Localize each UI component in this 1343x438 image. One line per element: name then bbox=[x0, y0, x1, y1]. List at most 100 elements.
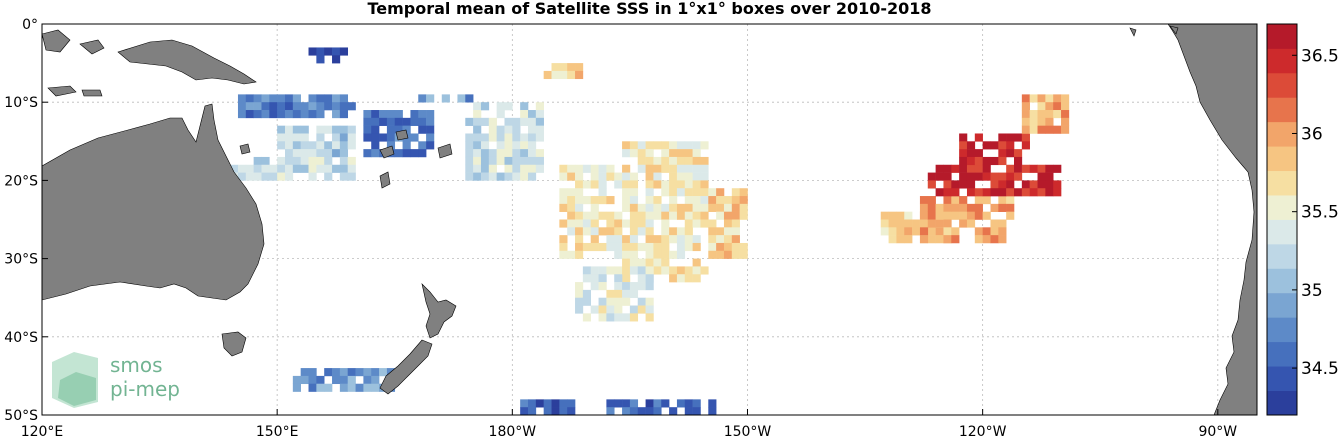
sss-cell bbox=[300, 156, 309, 166]
sss-cell bbox=[661, 266, 670, 275]
sss-cell bbox=[669, 164, 678, 173]
sss-cell bbox=[339, 156, 349, 166]
sss-cell bbox=[575, 219, 584, 228]
sss-cell bbox=[606, 164, 615, 173]
sss-cell bbox=[292, 133, 301, 142]
sss-cell bbox=[465, 156, 474, 166]
sss-cell bbox=[480, 156, 490, 166]
sss-cell bbox=[959, 219, 968, 228]
sss-cell bbox=[700, 266, 709, 275]
sss-cell bbox=[551, 70, 560, 80]
sss-cell bbox=[496, 110, 505, 119]
sss-cell bbox=[739, 196, 748, 205]
sss-cell bbox=[716, 242, 725, 252]
sss-cell bbox=[512, 156, 521, 166]
sss-cell bbox=[684, 164, 693, 173]
sss-cell bbox=[598, 180, 607, 189]
sss-cell bbox=[1006, 164, 1015, 173]
sss-cell bbox=[622, 188, 631, 197]
sss-cell bbox=[629, 149, 639, 158]
sss-cell bbox=[943, 227, 952, 236]
plot-frame bbox=[41, 23, 1258, 416]
sss-cell bbox=[496, 102, 505, 111]
sss-cell bbox=[974, 196, 983, 205]
sss-cell bbox=[496, 156, 505, 166]
sss-cell bbox=[943, 164, 952, 173]
sss-cell bbox=[292, 164, 301, 173]
sss-cell bbox=[316, 149, 325, 158]
sss-cell bbox=[598, 282, 607, 291]
sss-cell bbox=[622, 407, 631, 415]
sss-cell bbox=[661, 250, 670, 259]
sss-cell bbox=[700, 164, 709, 173]
sss-cell bbox=[1053, 125, 1062, 134]
sss-cell bbox=[473, 117, 482, 126]
sss-cell bbox=[1061, 117, 1070, 126]
sss-cell bbox=[1061, 125, 1070, 134]
sss-cell bbox=[567, 70, 576, 80]
y-tick-label: 50°S bbox=[4, 408, 38, 424]
sss-cell bbox=[575, 250, 584, 259]
sss-cell bbox=[1021, 102, 1030, 111]
sss-cell bbox=[488, 117, 497, 126]
sss-cell bbox=[1014, 164, 1023, 173]
sss-cell bbox=[308, 141, 317, 150]
sss-cell bbox=[559, 219, 568, 228]
sss-cell bbox=[1061, 102, 1070, 111]
sss-cell bbox=[520, 133, 529, 142]
sss-cell bbox=[230, 164, 239, 173]
sss-cell bbox=[1045, 172, 1054, 181]
sss-cell bbox=[324, 94, 333, 103]
sss-cell bbox=[684, 188, 693, 197]
sss-cell bbox=[488, 164, 497, 173]
sss-cell bbox=[896, 227, 905, 236]
sss-cell bbox=[480, 141, 490, 150]
sss-cell bbox=[676, 203, 686, 212]
sss-cell bbox=[512, 141, 521, 150]
sss-cell bbox=[402, 125, 411, 134]
sss-cell bbox=[504, 117, 513, 126]
sss-cell bbox=[308, 375, 317, 385]
sss-cell bbox=[998, 172, 1007, 181]
sss-cell bbox=[614, 297, 623, 306]
sss-cell bbox=[465, 172, 474, 181]
sss-cell bbox=[394, 110, 403, 119]
sss-cell bbox=[285, 164, 294, 173]
sss-cell bbox=[966, 141, 976, 150]
sss-cell bbox=[567, 250, 576, 259]
x-tick-label: 150°W bbox=[724, 424, 772, 438]
sss-cell bbox=[927, 180, 936, 189]
sss-cell bbox=[575, 305, 584, 314]
sss-cell bbox=[371, 149, 380, 158]
sss-cell bbox=[480, 117, 490, 126]
sss-cell bbox=[645, 196, 654, 205]
sss-cell bbox=[676, 180, 686, 189]
sss-cell bbox=[261, 102, 270, 111]
sss-cell bbox=[684, 211, 693, 220]
sss-cell bbox=[943, 203, 952, 212]
sss-cell bbox=[582, 313, 592, 322]
sss-cell bbox=[261, 156, 270, 166]
sss-cell bbox=[324, 47, 333, 56]
sss-cell bbox=[645, 297, 654, 306]
sss-cell bbox=[629, 196, 639, 205]
sss-cell bbox=[645, 313, 654, 322]
sss-cell bbox=[528, 110, 537, 119]
sss-cell bbox=[332, 133, 341, 142]
sss-cell bbox=[1006, 149, 1015, 158]
sss-cell bbox=[676, 399, 686, 408]
sss-cell bbox=[966, 156, 976, 166]
sss-cell bbox=[614, 305, 623, 314]
sss-cell bbox=[324, 164, 333, 173]
sss-cell bbox=[708, 407, 717, 415]
y-tick-label: 20°S bbox=[4, 173, 38, 189]
sss-cell bbox=[606, 313, 615, 322]
sss-cell bbox=[308, 102, 317, 111]
sss-cell bbox=[473, 133, 482, 142]
sss-cell bbox=[426, 133, 435, 142]
sss-cell bbox=[888, 219, 897, 228]
sss-cell bbox=[559, 242, 568, 252]
sss-cell bbox=[473, 102, 482, 111]
sss-cell bbox=[1006, 133, 1015, 142]
